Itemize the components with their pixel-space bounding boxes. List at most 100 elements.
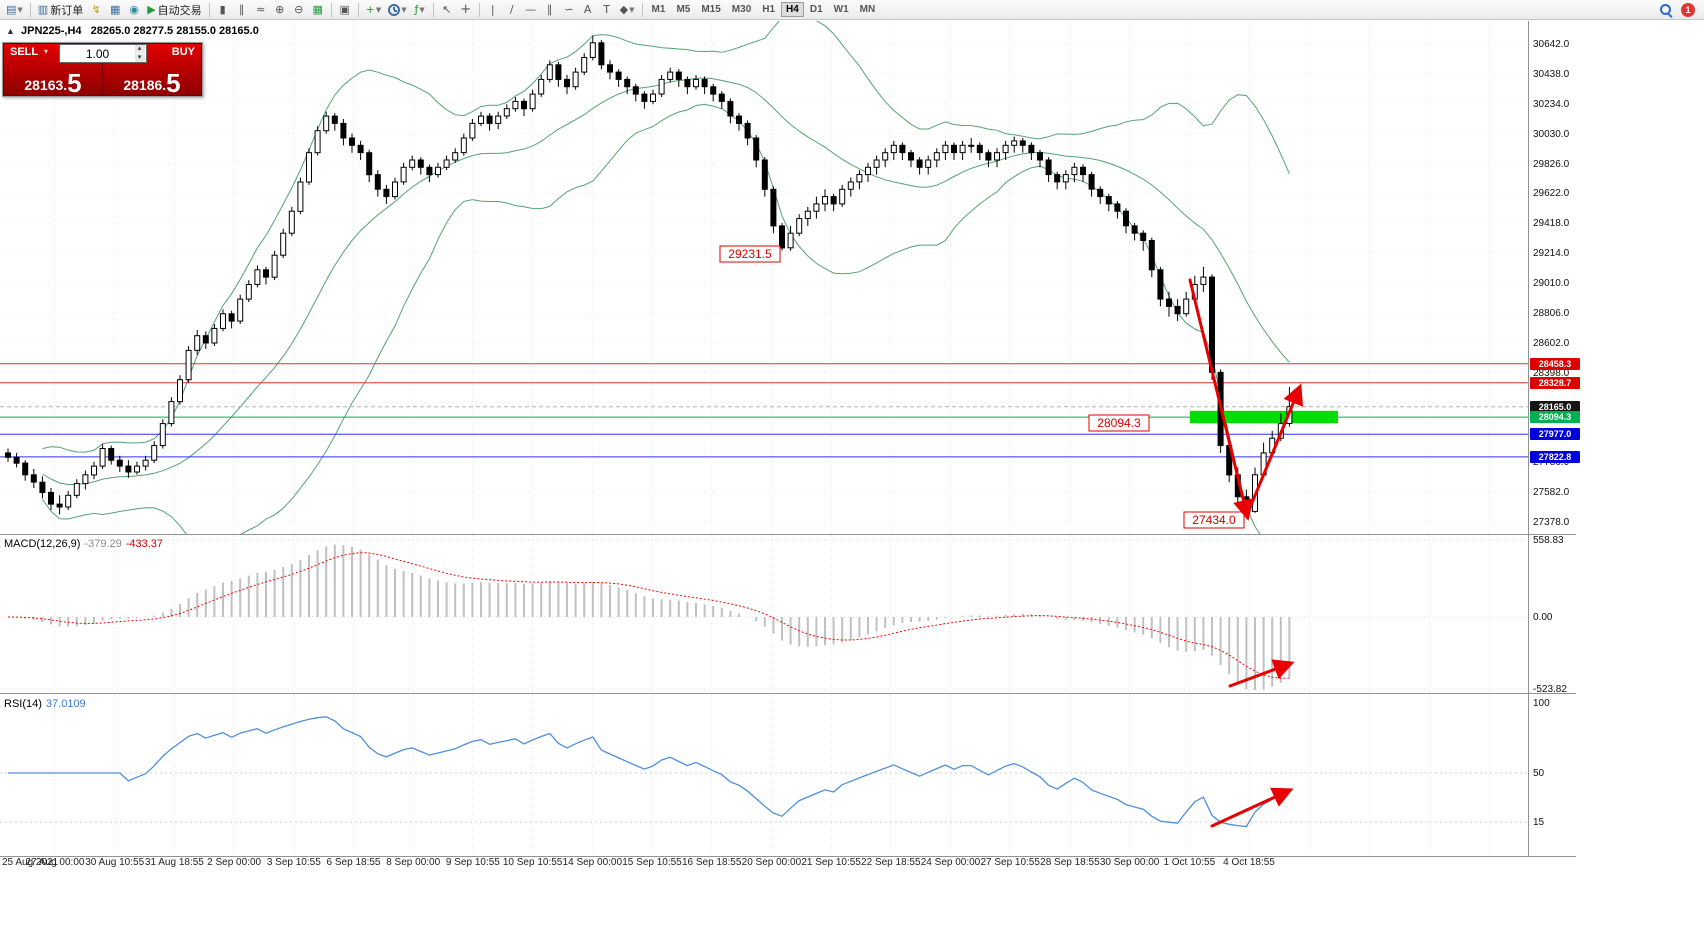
candle [254, 265, 261, 288]
horizontal-line-tool-button[interactable]: — [522, 1, 540, 19]
panel-separator[interactable] [0, 693, 1576, 694]
trend-arrow[interactable] [1188, 278, 1254, 521]
new-chart-button[interactable]: ▤ ▼ [3, 1, 26, 19]
time-label: 16 Sep 18:55 [681, 857, 742, 868]
trendline-tool-button[interactable]: / [503, 1, 521, 19]
candle [1105, 193, 1112, 212]
candle [675, 69, 682, 87]
buy-price-big-digit: 5 [166, 68, 181, 98]
timeframe-m5-button[interactable]: M5 [671, 2, 695, 17]
price-tag: 28094.3 [1530, 411, 1580, 424]
bollinger-middle-band [42, 77, 1290, 486]
timeframe-m1-button[interactable]: M1 [647, 2, 671, 17]
price-tick: 30234.0 [1533, 98, 1570, 110]
tile-windows-button[interactable]: ▦ [309, 1, 327, 19]
macd-scale-label: -523.82 [1533, 684, 1567, 696]
candle [865, 162, 871, 182]
timeframe-m30-button[interactable]: M30 [727, 2, 756, 17]
indicators-button[interactable]: ƒ ▼ [411, 1, 429, 19]
line-mode-button[interactable]: ≈ [252, 1, 270, 19]
cascade-windows-icon: ▣ [339, 3, 350, 16]
candle [916, 157, 923, 175]
timeframe-h4-button[interactable]: H4 [781, 2, 804, 17]
vertical-line-tool-button[interactable]: | [484, 1, 502, 19]
search-button[interactable] [1656, 1, 1676, 19]
candle [512, 97, 519, 112]
rsi-panel[interactable] [0, 695, 1528, 855]
candle [589, 35, 596, 61]
bar-mode-button[interactable]: ∥ [233, 1, 251, 19]
candle [108, 445, 115, 465]
new-order-icon: ▥ [37, 3, 49, 16]
macd-panel[interactable] [0, 535, 1528, 693]
candle [787, 225, 794, 251]
candle [228, 310, 235, 329]
macd-scale-label: 0.00 [1533, 612, 1553, 623]
candle [220, 309, 226, 332]
candle [125, 460, 132, 478]
text-tool-button[interactable]: A [579, 1, 597, 19]
timeframe-mn-button[interactable]: MN [855, 2, 881, 17]
timeframe-toolbar: M1 M5 M15 M30 H1 H4 D1 W1 MN [647, 2, 881, 17]
axis-separator [0, 856, 1576, 857]
timeframe-d1-button[interactable]: D1 [805, 2, 828, 17]
price-tag: 27822.8 [1530, 450, 1580, 463]
zoom-out-icon: ⊖ [294, 3, 304, 16]
rsi-axis: 100 50 15 [1529, 695, 1599, 855]
price-tag: 28328.7 [1530, 376, 1580, 389]
timeframe-h1-button[interactable]: H1 [757, 2, 780, 17]
period-button[interactable]: ▼ [385, 1, 409, 19]
volume-increase-icon[interactable]: ▴ [134, 45, 145, 53]
terminal-button[interactable]: ▦ [106, 1, 124, 19]
volume-input[interactable] [59, 45, 146, 62]
crosshair-button[interactable]: + [457, 1, 475, 19]
channel-tool-button[interactable]: ∥ [541, 1, 559, 19]
macd-histogram [15, 544, 1291, 690]
toolbar-separator [357, 2, 359, 17]
autotrading-button[interactable]: ▶ 自动交易 [144, 1, 204, 19]
time-axis[interactable]: 25 Aug 2021 27 Aug 00:00 30 Aug 10:55 31 Au… [0, 857, 1560, 871]
volume-decrease-icon[interactable]: ▾ [134, 54, 145, 62]
main-price-chart[interactable]: 29231.5 28094.3 27434.0 [0, 21, 1528, 534]
price-callout[interactable]: 27434.0 [1183, 511, 1245, 529]
fibonacci-tool-button[interactable]: ∽ [560, 1, 578, 19]
toolbar-separator [29, 2, 31, 17]
zoom-out-button[interactable]: ⊖ [290, 1, 308, 19]
label-icon: T [603, 3, 611, 16]
add-chart-button[interactable]: + ▼ [363, 1, 385, 19]
price-callout[interactable]: 28094.3 [1088, 414, 1150, 432]
price-callout[interactable]: 29231.5 [719, 245, 781, 263]
rsi-arrow[interactable] [1210, 787, 1294, 828]
notification-badge[interactable]: 1 [1681, 2, 1695, 17]
candlestick-mode-button[interactable]: ▮ [214, 1, 232, 19]
macd-arrow[interactable] [1228, 659, 1295, 688]
candle [392, 177, 398, 200]
candle [417, 157, 424, 175]
candle [1140, 230, 1147, 251]
candle [435, 162, 441, 178]
candle [91, 461, 97, 480]
broadcast-button[interactable]: ◉ [125, 1, 143, 19]
candle [306, 148, 312, 185]
trend-arrow[interactable] [1245, 383, 1303, 517]
cascade-windows-button[interactable]: ▣ [336, 1, 354, 19]
new-order-button[interactable]: ▥ 新订单 [35, 1, 86, 19]
alerts-button[interactable]: ↯ [87, 1, 105, 19]
label-tool-button[interactable]: T [598, 1, 616, 19]
timeframe-m15-button[interactable]: M15 [696, 2, 725, 17]
price-axis[interactable]: 30642.0 30438.0 30234.0 30030.0 29826.0 29622… [1529, 21, 1599, 534]
support-zone-rect[interactable] [1190, 410, 1338, 424]
one-click-toggle-icon[interactable]: ▲ [6, 26, 15, 36]
shapes-icon: ◆ [619, 3, 629, 16]
candle [658, 75, 665, 97]
timeframe-w1-button[interactable]: W1 [829, 2, 854, 17]
candle [297, 177, 304, 215]
cursor-button[interactable]: ↖ [438, 1, 456, 19]
candle [30, 469, 37, 488]
text-icon: A [583, 3, 592, 16]
candle [598, 39, 605, 70]
panel-separator[interactable] [0, 534, 1576, 535]
candle [1037, 149, 1043, 168]
zoom-in-button[interactable]: ⊕ [271, 1, 289, 19]
shapes-tool-button[interactable]: ◆ ▼ [617, 1, 638, 19]
